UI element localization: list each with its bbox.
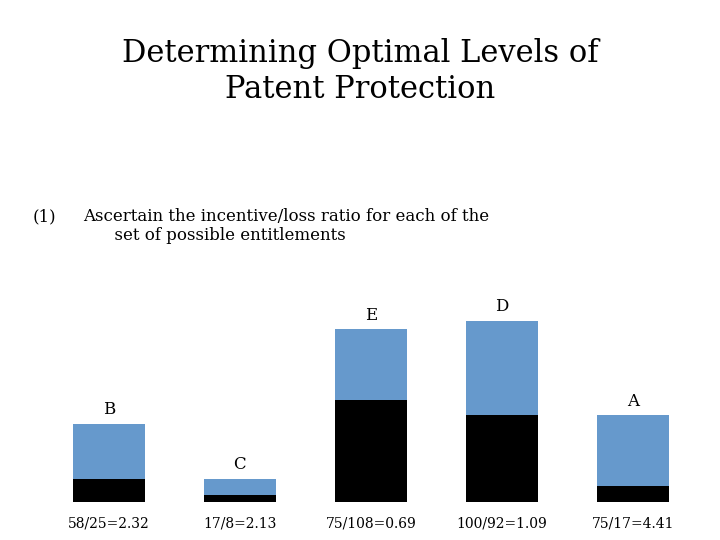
Text: 75/17=4.41: 75/17=4.41 xyxy=(592,517,674,531)
Text: 17/8=2.13: 17/8=2.13 xyxy=(203,517,276,531)
Bar xyxy=(597,486,669,502)
Text: 75/108=0.69: 75/108=0.69 xyxy=(325,517,416,531)
Bar xyxy=(466,415,538,502)
Text: 58/25=2.32: 58/25=2.32 xyxy=(68,517,150,531)
Bar xyxy=(204,495,276,502)
Text: D: D xyxy=(495,299,508,315)
Text: A: A xyxy=(627,393,639,410)
Text: B: B xyxy=(102,401,115,418)
Bar xyxy=(73,478,145,502)
Bar xyxy=(597,415,669,486)
Bar xyxy=(204,478,276,495)
Bar xyxy=(335,329,407,400)
Text: E: E xyxy=(364,307,377,324)
Text: Determining Optimal Levels of
Patent Protection: Determining Optimal Levels of Patent Pro… xyxy=(122,38,598,105)
Bar xyxy=(73,424,145,478)
Text: C: C xyxy=(233,456,246,473)
Bar xyxy=(466,321,538,415)
Bar xyxy=(335,400,407,502)
Text: (1): (1) xyxy=(32,208,56,225)
Text: Ascertain the incentive/loss ratio for each of the
      set of possible entitle: Ascertain the incentive/loss ratio for e… xyxy=(83,208,489,245)
Text: 100/92=1.09: 100/92=1.09 xyxy=(456,517,547,531)
